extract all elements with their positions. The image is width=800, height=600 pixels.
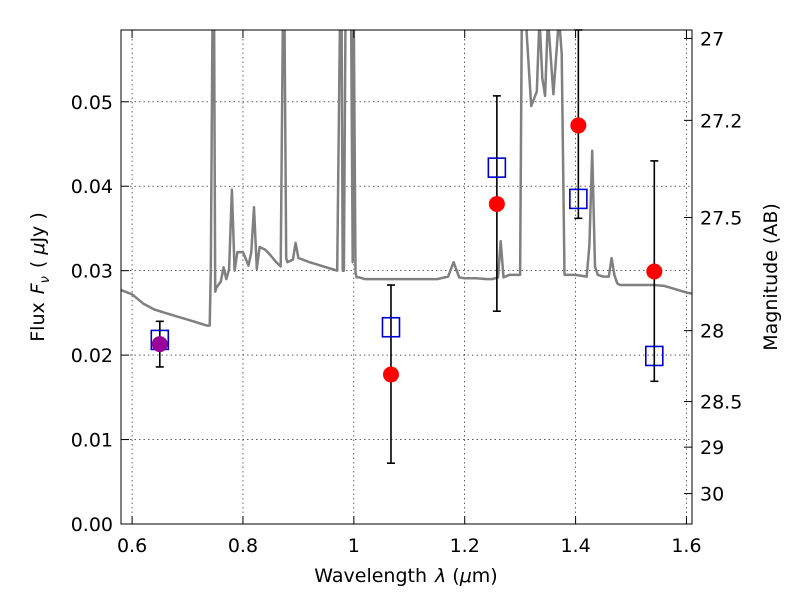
- y-tick-label-0: 0.00: [71, 514, 113, 536]
- model-square-2: [487, 157, 507, 178]
- x-tick-label-1: 0.8: [228, 535, 258, 557]
- y-right-tick-label-3: 28: [700, 321, 724, 343]
- observed-markers: [151, 117, 663, 383]
- y-right-tick-label-0: 27: [700, 28, 724, 50]
- x-axis-ticks: 0.6 0.8 1 1.2 1.4 1.6: [117, 30, 702, 557]
- y-right-tick-label-6: 30: [700, 484, 724, 506]
- x-tick-label-3: 1.2: [450, 535, 480, 557]
- model-markers: [150, 157, 664, 367]
- model-square-4: [645, 345, 664, 367]
- y-right-tick-label-4: 28.5: [700, 392, 742, 414]
- model-square-1: [381, 316, 401, 338]
- y-right-tick-label-1: 27.2: [700, 110, 742, 132]
- y-tick-label-5: 0.05: [71, 92, 113, 114]
- y-right-tick-label-2: 27.5: [700, 207, 742, 229]
- model-square-3: [569, 188, 588, 210]
- x-tick-label-0: 0.6: [117, 535, 147, 557]
- x-tick-label-5: 1.6: [671, 535, 701, 557]
- plot-frame: [120, 29, 693, 525]
- y-tick-label-1: 0.01: [71, 430, 113, 452]
- y-right-axis-label: Magnitude (AB): [760, 203, 782, 351]
- observed-point-4: [646, 263, 663, 280]
- y-right-tick-label-5: 29: [700, 437, 724, 459]
- x-axis-label: Wavelength λ (μm): [314, 565, 497, 587]
- x-tick-label-4: 1.4: [560, 535, 590, 557]
- y-axis-label: FluxFν(μJy ): [27, 212, 53, 342]
- template-spectrum-group: [121, 30, 692, 327]
- y-tick-label-4: 0.04: [71, 176, 113, 198]
- y-right-axis-ticks: 27 27.2 27.5 28 28.5 29 30: [684, 28, 742, 506]
- observed-point-3: [570, 117, 587, 134]
- y-tick-label-2: 0.02: [71, 345, 113, 367]
- observed-point-2: [488, 195, 505, 212]
- y-tick-label-3: 0.03: [71, 261, 113, 283]
- observed-point-1: [382, 366, 399, 383]
- observed-point-0: [151, 336, 168, 353]
- x-tick-label-2: 1: [348, 535, 360, 557]
- y-axis-ticks: 0.00 0.01 0.02 0.03 0.04 0.05: [71, 92, 129, 536]
- spectrum-line: [121, 30, 692, 327]
